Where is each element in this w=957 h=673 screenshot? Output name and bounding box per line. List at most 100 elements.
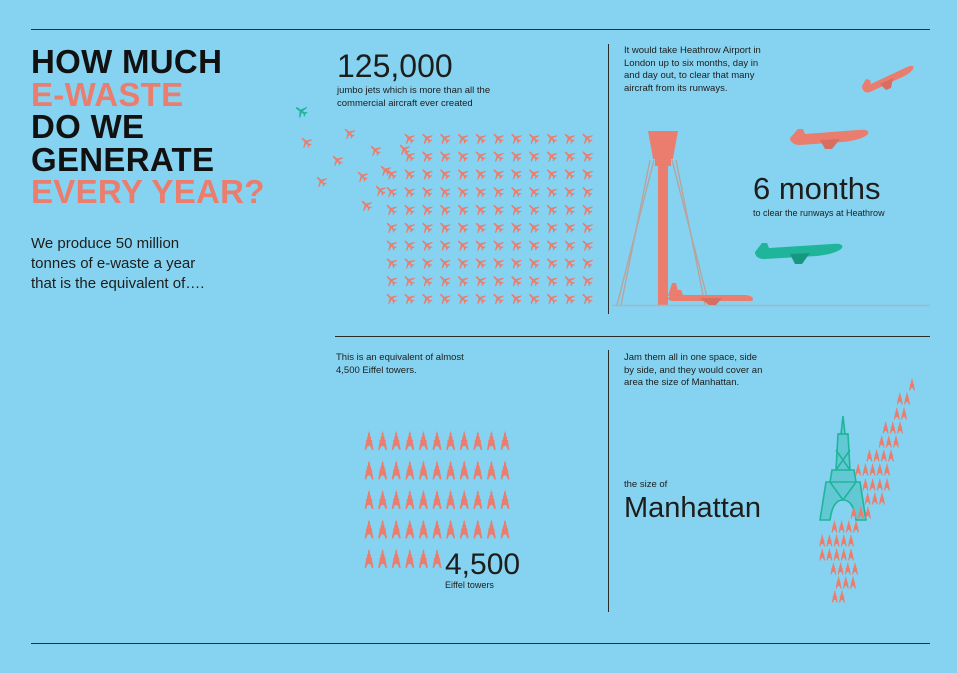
- plane-icon: [418, 129, 435, 147]
- plane-icon: [366, 141, 384, 159]
- plane-icon: [525, 254, 542, 271]
- plane-icon: [507, 218, 524, 236]
- plane-icon: [560, 289, 578, 307]
- plane-icon: [382, 200, 400, 218]
- plane-scatter: [292, 102, 413, 214]
- eiffel-tower-icon: [486, 489, 496, 509]
- eiffel-tower-icon: [446, 430, 456, 450]
- plane-icon: [453, 165, 471, 182]
- plane-icon: [453, 254, 471, 271]
- plane-icon: [471, 236, 489, 253]
- plane-icon: [578, 165, 595, 182]
- plane-icon: [578, 200, 595, 218]
- intro-text: We produce 50 million tonnes of e-waste …: [31, 235, 205, 292]
- plane-icon: [353, 167, 371, 185]
- manhattan-text: Jam them all in one space, side by side,…: [624, 352, 763, 388]
- plane-icon: [525, 147, 542, 164]
- plane-icon: [453, 236, 471, 253]
- plane-icon: [578, 147, 595, 164]
- eiffel-tower-icon: [432, 548, 442, 568]
- plane-icon: [542, 129, 560, 147]
- plane-icon: [525, 272, 542, 289]
- plane-icon: [489, 289, 506, 307]
- plane-icon: [489, 129, 506, 147]
- title-line-1: HOW MUCH: [31, 43, 223, 80]
- eiffel-tower-icon: [904, 391, 910, 405]
- plane-icon: [418, 236, 435, 253]
- eiffel-tower-icon: [405, 489, 415, 509]
- plane-icon: [418, 147, 435, 164]
- eiffel-tower-icon: [418, 489, 428, 509]
- plane-icon: [328, 151, 346, 169]
- control-tower-icon: [616, 131, 710, 306]
- plane-icon: [525, 129, 542, 147]
- eiffel-tower-icon: [848, 533, 854, 547]
- top-vertical-divider: [608, 44, 609, 314]
- plane-icon: [755, 243, 843, 264]
- eiffel-tower-icon: [880, 448, 887, 462]
- plane-icon: [400, 165, 417, 182]
- plane-icon: [471, 218, 489, 236]
- plane-icon: [453, 289, 471, 307]
- plane-icon: [471, 289, 489, 307]
- eiffel-tower-icon: [840, 547, 847, 561]
- plane-icon: [400, 200, 417, 218]
- plane-icon: [418, 200, 435, 218]
- eiffel-tower-icon: [473, 430, 483, 450]
- eiffel-tower-icon: [364, 518, 374, 539]
- eiffel-tower-icon: [473, 518, 483, 539]
- plane-icon: [489, 165, 506, 182]
- plane-icon: [400, 272, 417, 289]
- eiffel-tower-icon: [391, 430, 401, 450]
- plane-icon: [400, 218, 417, 236]
- plane-icon: [560, 272, 578, 289]
- eiffel-tower-icon: [500, 489, 510, 509]
- jets-number: 125,000: [337, 48, 453, 84]
- plane-icon: [453, 200, 471, 218]
- plane-icon: [862, 65, 914, 93]
- plane-icon: [507, 200, 524, 218]
- eiffel-tower-icon: [364, 489, 374, 509]
- plane-icon: [436, 236, 453, 253]
- eiffel-tower-icon: [364, 548, 374, 568]
- plane-icon: [525, 289, 542, 307]
- plane-icon: [507, 272, 524, 289]
- eiffel-tower-icon: [826, 533, 833, 547]
- eiffel-tower-icon: [405, 430, 415, 450]
- eiffel-tower-icon: [486, 430, 496, 450]
- eiffel-tower-icon: [842, 575, 849, 589]
- plane-icon: [560, 183, 578, 200]
- eiffel-tower-icon: [378, 489, 388, 509]
- plane-icon: [507, 183, 524, 200]
- plane-icon: [507, 289, 524, 307]
- eiffel-tower-icon: [837, 561, 844, 575]
- plane-icon: [340, 124, 358, 142]
- plane-icon: [453, 272, 471, 289]
- plane-icon: [297, 133, 315, 151]
- eiffel-tower-icon: [405, 548, 415, 568]
- plane-icon: [418, 165, 435, 182]
- eiffel-tower-icon: [862, 462, 869, 476]
- eiffel-tower-icon: [446, 518, 456, 539]
- plane-icon: [489, 147, 506, 164]
- eiffel-tower-icon: [855, 462, 862, 476]
- eiffel-tower-icon: [432, 459, 442, 480]
- plane-icon: [489, 183, 506, 200]
- eiffel-tower-icon: [364, 430, 374, 450]
- plane-icon: [471, 183, 489, 200]
- plane-icon: [525, 200, 542, 218]
- plane-icon: [668, 283, 754, 305]
- plane-icon: [382, 272, 400, 289]
- plane-icon: [525, 218, 542, 236]
- plane-icon: [382, 183, 400, 200]
- plane-icon: [453, 218, 471, 236]
- eiffel-tower-icon: [848, 547, 854, 561]
- eiffel-tower-icon: [432, 430, 442, 450]
- eiffel-tower-icon: [850, 575, 856, 589]
- eiffel-tower-icon: [418, 548, 428, 568]
- eiffel-tower-icon: [889, 420, 896, 434]
- plane-icon: [471, 254, 489, 271]
- eiffel-tower-icon: [862, 477, 869, 491]
- eiffel-caption: Eiffel towers: [445, 580, 494, 590]
- eiffel-tower-icon: [446, 489, 456, 509]
